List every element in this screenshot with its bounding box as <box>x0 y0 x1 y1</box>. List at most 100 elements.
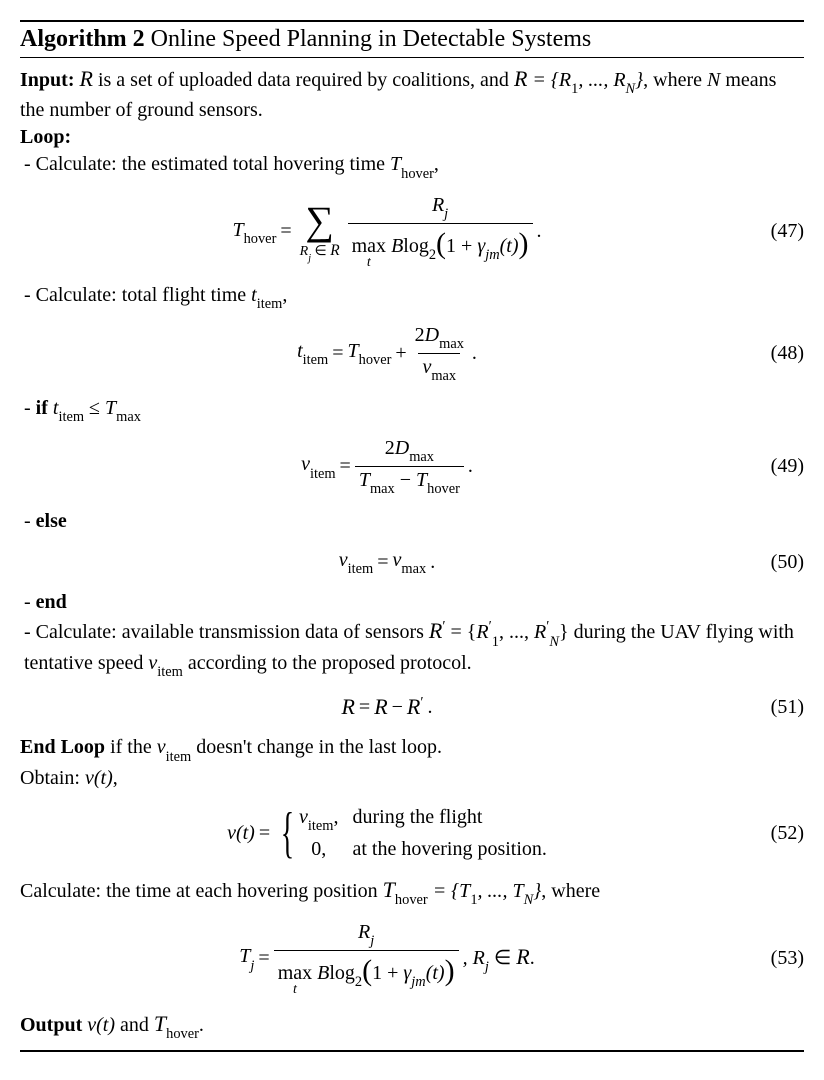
eq51-eq: = <box>359 694 370 721</box>
R-set-end: } <box>635 69 643 91</box>
if-Tmax: T <box>105 397 116 419</box>
eq-50-row: vitem = vmax. (50) <box>20 547 804 577</box>
eq49-Dmax: max <box>409 449 434 465</box>
step-2: - Calculate: total flight time titem, <box>20 282 804 312</box>
dash-end: - <box>24 591 36 613</box>
eq48-vmax: max <box>431 368 456 384</box>
eq53-period: . <box>530 947 535 969</box>
eq52-eq: = <box>259 820 270 847</box>
eq50-period: . <box>430 549 435 576</box>
algo-number: Algorithm 2 <box>20 26 145 52</box>
eq47-eq: = <box>280 218 291 245</box>
eq49-eq: = <box>340 453 351 480</box>
eq53-j: j <box>250 958 254 974</box>
endloop-v-sub: item <box>166 749 192 765</box>
if-t-sub: item <box>58 409 84 425</box>
dash-if: - <box>24 397 36 419</box>
eq47-period: . <box>537 218 542 245</box>
eq49-Thover: T <box>416 469 427 491</box>
eq47-gamma-sub: jm <box>485 247 499 263</box>
eq48-eq: = <box>332 340 343 367</box>
eq50-v: v <box>339 549 348 571</box>
eq48-Thover-sub: hover <box>359 352 392 368</box>
item-sub: item <box>257 296 283 312</box>
T-set-mid: , ..., T <box>478 880 524 902</box>
eq-53-row: Tj = Rj maxt Blog2(1 + γjm(t)) , Rj ∈ R.… <box>20 921 804 997</box>
eq47-log2: 2 <box>429 247 436 263</box>
eq-53: Tj = Rj maxt Blog2(1 + γjm(t)) , Rj ∈ R. <box>239 921 534 997</box>
eq47-log: log <box>403 235 429 257</box>
eq-53-center: Tj = Rj maxt Blog2(1 + γjm(t)) , Rj ∈ R. <box>20 921 754 997</box>
eq-51-center: R = R − R′. <box>20 692 754 722</box>
sub-1: 1 <box>571 81 578 97</box>
max-op: maxt <box>352 236 386 270</box>
eq48-Dmax: max <box>439 336 464 352</box>
eq49-num: (49) <box>754 453 804 480</box>
T-set: = {T <box>428 880 471 902</box>
step4-a: - Calculate: available transmission data… <box>24 621 429 643</box>
obtain-text: Obtain: <box>20 767 85 789</box>
case1-v: v <box>299 806 308 828</box>
brace-icon: { <box>281 808 294 858</box>
eq53-in: ∈ <box>489 947 516 969</box>
eq51-prime: ′ <box>420 695 423 711</box>
eq52-vt: v(t) <box>227 820 255 847</box>
step1-text: - Calculate: the estimated total hoverin… <box>24 153 390 175</box>
R-cal-2: R <box>514 66 527 91</box>
eq48-period: . <box>472 340 477 367</box>
T-hover: T <box>390 153 401 175</box>
eq53-t: (t) <box>426 962 445 984</box>
T1-sub: 1 <box>470 892 477 908</box>
eq53-max-sub: t <box>293 983 297 997</box>
R1-prime: ′ <box>489 619 492 635</box>
eq53-Rcal: R <box>516 944 529 969</box>
eq51-period: . <box>428 694 433 721</box>
eq47-1plus: 1 + <box>446 235 477 257</box>
step-4: - Calculate: available transmission data… <box>20 616 804 680</box>
eq49-v: v <box>301 453 310 475</box>
t-item: t <box>251 284 257 306</box>
eq49-frac: 2Dmax Tmax − Thover <box>355 437 464 496</box>
sum-in: ∈ <box>311 244 330 259</box>
step4-v-sub: item <box>157 664 183 680</box>
eq-52-row: v(t) = { vitem, during the flight 0, at … <box>20 804 804 863</box>
endloop-line: End Loop if the vitem doesn't change in … <box>20 734 804 764</box>
step-5: Calculate: the time at each hovering pos… <box>20 875 804 908</box>
sub-N: N <box>626 81 636 97</box>
eq53-Tj: T <box>239 945 250 967</box>
algorithm-box: Algorithm 2 Online Speed Planning in Det… <box>20 20 804 1052</box>
sum-symbol: ∑ Rj ∈ R <box>300 201 340 262</box>
step-1: - Calculate: the estimated total hoverin… <box>20 151 804 181</box>
eq53-gamma-sub: jm <box>411 974 425 990</box>
max-text: max <box>352 236 386 256</box>
eq53-max-t: max <box>278 963 312 983</box>
eq-52: v(t) = { vitem, during the flight 0, at … <box>227 804 547 863</box>
eq-50: vitem = vmax. <box>339 547 435 577</box>
case1-cond: during the flight <box>352 804 546 834</box>
R-cal: R <box>79 66 92 91</box>
step5-a: Calculate: the time at each hovering pos… <box>20 880 383 902</box>
if-label: if <box>36 397 48 419</box>
R-prime-cal: R <box>429 618 442 643</box>
eq-50-center: vitem = vmax. <box>20 547 754 577</box>
eq48-t: t <box>297 340 303 362</box>
eq-47-row: Thover = ∑ Rj ∈ R Rj maxt Blog2(1 + γjm(… <box>20 194 804 270</box>
eq53-num: (53) <box>754 945 804 972</box>
eq52-cases: vitem, during the flight 0, at the hover… <box>299 804 547 863</box>
input-text-1: is a set of uploaded data required by co… <box>93 69 514 91</box>
eq53-eq: = <box>258 945 269 972</box>
eq-48-row: titem = Thover + 2Dmax vmax . (48) <box>20 324 804 383</box>
eq50-v-sub: item <box>348 561 374 577</box>
end-label: end <box>36 591 67 613</box>
eq48-frac: 2Dmax vmax <box>411 324 468 383</box>
comma: , <box>434 153 439 175</box>
eq53-max: maxt <box>278 963 312 997</box>
eq51-R3: R <box>407 694 420 719</box>
obtain-vt: v(t) <box>85 767 113 789</box>
algorithm-body: Input: R is a set of uploaded data requi… <box>20 58 804 1050</box>
loop-label: Loop: <box>20 124 804 151</box>
eq-49-center: vitem = 2Dmax Tmax − Thover . <box>20 437 754 496</box>
sum-Rj-R: R <box>300 244 309 259</box>
eq-47-center: Thover = ∑ Rj ∈ R Rj maxt Blog2(1 + γjm(… <box>20 194 754 270</box>
Thover-cal: T <box>383 877 395 902</box>
